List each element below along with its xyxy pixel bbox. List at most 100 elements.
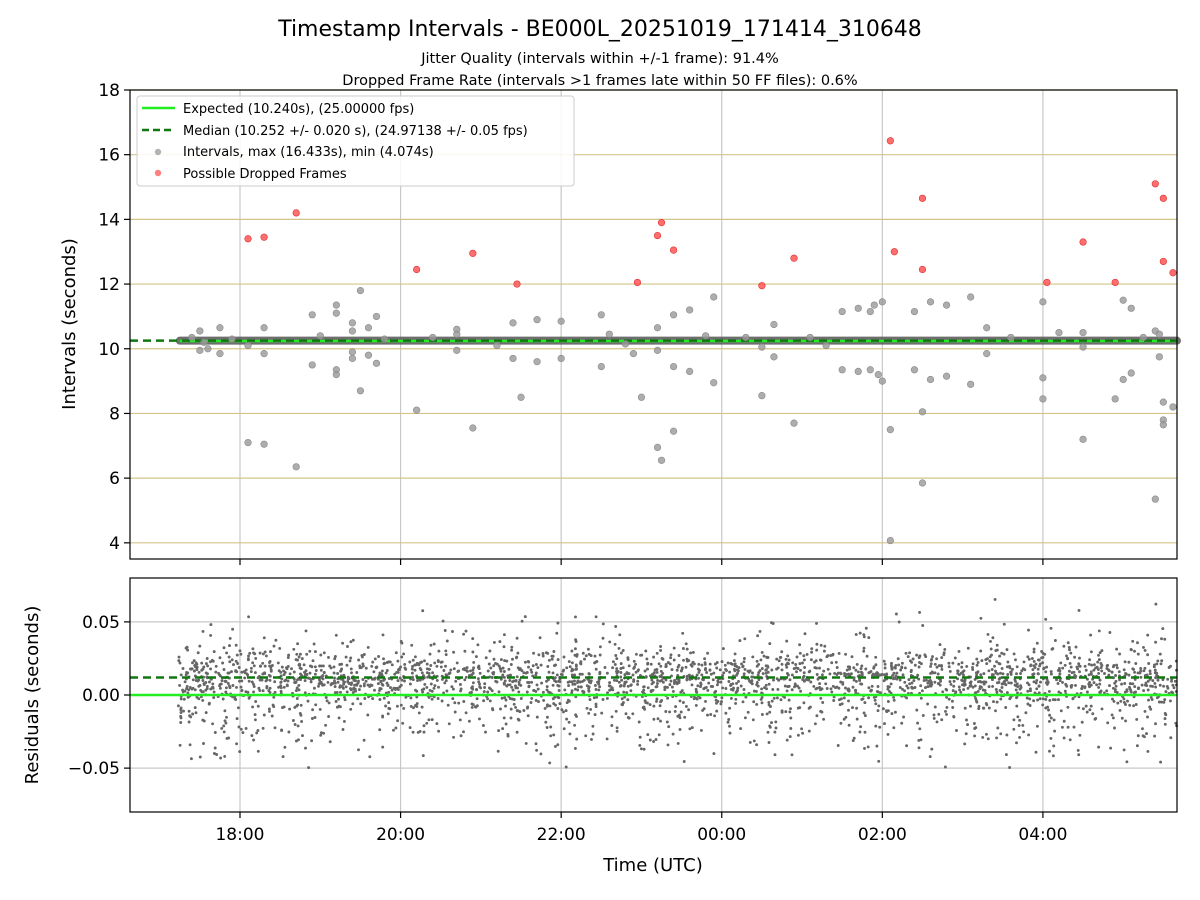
residual-point bbox=[977, 704, 981, 708]
interval-point-23 bbox=[356, 286, 365, 295]
residual-point bbox=[807, 706, 811, 710]
residual-point bbox=[797, 686, 801, 690]
interval-point-48 bbox=[653, 324, 662, 332]
residual-point bbox=[894, 612, 898, 616]
residual-point bbox=[988, 659, 992, 663]
residual-point bbox=[297, 663, 301, 667]
residual-point bbox=[1005, 665, 1009, 669]
residual-point bbox=[534, 671, 538, 675]
residual-point bbox=[267, 689, 271, 693]
residual-point bbox=[874, 724, 878, 728]
residual-point bbox=[1026, 689, 1030, 693]
residual-point bbox=[576, 688, 580, 692]
residual-point bbox=[891, 673, 895, 677]
residual-point bbox=[1141, 727, 1144, 731]
residual-point bbox=[801, 731, 805, 735]
residual-point bbox=[178, 743, 182, 747]
residual-point bbox=[484, 656, 488, 660]
residual-point bbox=[814, 687, 818, 691]
residual-point bbox=[211, 722, 215, 726]
residual-point bbox=[629, 689, 633, 693]
residual-point bbox=[1053, 729, 1057, 733]
residual-point bbox=[227, 736, 231, 740]
residual-point bbox=[874, 702, 878, 706]
residual-point bbox=[625, 691, 629, 695]
residual-point bbox=[1112, 699, 1116, 703]
residual-point bbox=[398, 676, 402, 680]
residual-point bbox=[452, 667, 456, 671]
residual-point bbox=[877, 759, 881, 763]
residual-point bbox=[304, 746, 307, 750]
residual-point bbox=[205, 684, 209, 688]
residual-point bbox=[1067, 669, 1071, 673]
residual-point bbox=[597, 688, 601, 692]
residual-point bbox=[1026, 702, 1030, 706]
residual-point bbox=[544, 651, 548, 655]
residual-point bbox=[306, 699, 310, 703]
residual-point bbox=[757, 678, 761, 682]
interval-point-84 bbox=[926, 375, 935, 384]
dropped-frame-point-12 bbox=[886, 137, 894, 145]
residual-point bbox=[385, 681, 389, 685]
residual-point bbox=[267, 707, 271, 711]
residual-point bbox=[736, 669, 740, 673]
residual-point bbox=[714, 698, 718, 702]
residual-point bbox=[313, 716, 317, 719]
residual-point bbox=[193, 688, 197, 692]
residual-point bbox=[184, 646, 188, 650]
residual-point bbox=[579, 661, 582, 665]
dropped-frame-point-19 bbox=[1151, 180, 1159, 188]
residual-point bbox=[246, 657, 250, 661]
residual-point bbox=[851, 706, 854, 710]
residual-point bbox=[349, 707, 353, 711]
residual-point bbox=[1122, 668, 1126, 672]
residual-point bbox=[659, 669, 663, 673]
residual-point bbox=[361, 678, 365, 681]
residual-point bbox=[615, 667, 619, 671]
residual-point bbox=[313, 665, 317, 669]
residual-point bbox=[235, 653, 239, 657]
residual-point bbox=[296, 703, 300, 707]
interval-point-49 bbox=[653, 346, 662, 354]
residual-point bbox=[1090, 663, 1094, 667]
residual-point bbox=[760, 687, 764, 691]
residual-point bbox=[894, 674, 898, 678]
residual-point bbox=[198, 644, 202, 648]
residual-point bbox=[413, 668, 417, 672]
residual-point bbox=[1136, 734, 1140, 738]
residual-point bbox=[476, 677, 480, 681]
residual-point bbox=[574, 663, 578, 667]
residuals-ytick-label-0: 0.05 bbox=[82, 613, 120, 633]
residual-point bbox=[504, 698, 508, 702]
residual-point bbox=[666, 661, 670, 664]
residual-point bbox=[721, 647, 725, 651]
residual-point bbox=[1112, 664, 1116, 667]
residual-point bbox=[1080, 684, 1084, 688]
residual-point bbox=[219, 756, 223, 760]
residual-point bbox=[433, 684, 437, 688]
interval-point-33 bbox=[453, 346, 461, 354]
residual-point bbox=[607, 684, 611, 688]
residual-point bbox=[900, 665, 904, 669]
intervals-ytick-label-1: 6 bbox=[109, 469, 120, 489]
residual-point bbox=[396, 688, 400, 691]
residual-point bbox=[668, 683, 672, 687]
residual-point bbox=[1032, 647, 1036, 651]
residual-point bbox=[509, 707, 513, 711]
residual-point bbox=[687, 708, 691, 712]
residual-point bbox=[876, 672, 880, 676]
residual-point bbox=[872, 695, 876, 699]
residual-point bbox=[478, 682, 481, 686]
residual-point bbox=[1172, 686, 1176, 690]
residual-point bbox=[228, 660, 232, 664]
residual-point bbox=[261, 726, 265, 730]
residual-point bbox=[873, 673, 877, 677]
residual-point bbox=[880, 672, 884, 676]
residual-point bbox=[605, 671, 609, 675]
residual-point bbox=[1015, 665, 1019, 669]
residual-point bbox=[318, 678, 322, 682]
residual-point bbox=[399, 703, 403, 707]
residual-point bbox=[319, 653, 323, 657]
residual-point bbox=[685, 647, 689, 651]
residual-point bbox=[212, 650, 216, 654]
